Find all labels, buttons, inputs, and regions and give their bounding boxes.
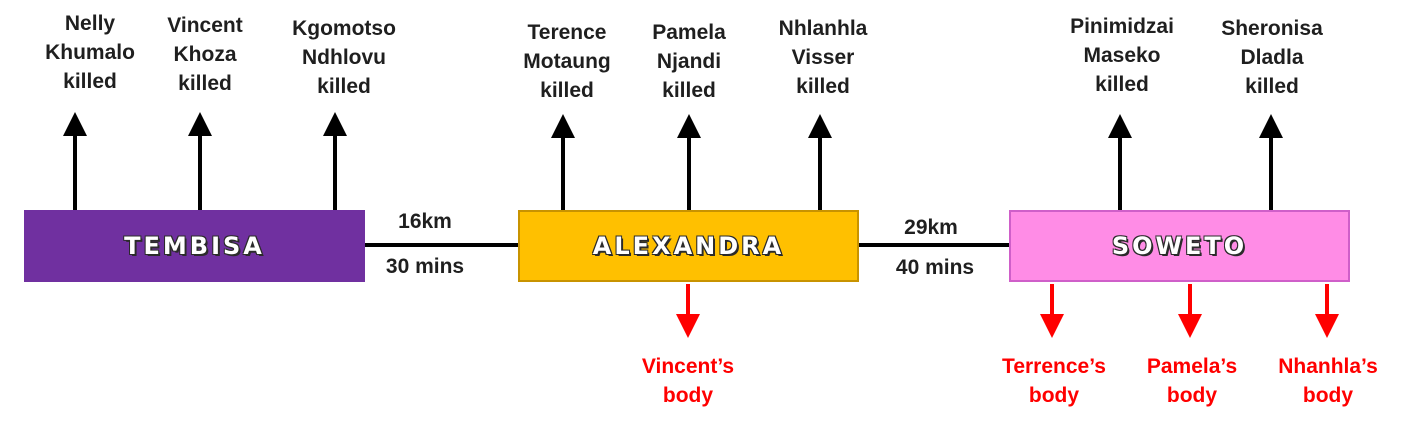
victim-first-name: Terence	[527, 21, 607, 44]
victim-label-nelly: Nelly Khumalo killed	[10, 9, 170, 96]
victim-label-kgomotso: Kgomotso Ndhlovu killed	[264, 14, 424, 101]
victim-status: killed	[662, 79, 716, 102]
leg1-distance: 16km	[398, 210, 452, 233]
body-label-nhanhla: Nhanhla’s body	[1248, 352, 1406, 410]
victim-label-nhlanhla: Nhlanhla Visser killed	[743, 14, 903, 101]
victim-last-name: Maseko	[1083, 44, 1161, 67]
location-box-tembisa: TEMBISA	[24, 210, 365, 282]
body-label-vincent: Vincent’s body	[608, 352, 768, 410]
victim-last-name: Motaung	[523, 50, 611, 73]
victim-last-name: Dladla	[1240, 46, 1304, 69]
victim-label-vincent: Vincent Khoza killed	[125, 11, 285, 98]
victim-label-pamela: Pamela Njandi killed	[609, 18, 769, 105]
victim-first-name: Pinimidzai	[1070, 15, 1174, 38]
victim-status: killed	[1095, 73, 1149, 96]
victim-label-sheronisa: Sheronisa Dladla killed	[1192, 14, 1352, 101]
victim-first-name: Nhlanhla	[778, 17, 868, 40]
victim-first-name: Sheronisa	[1221, 17, 1323, 40]
victim-status: killed	[317, 75, 371, 98]
body-word: body	[662, 384, 714, 407]
body-word: body	[1028, 384, 1080, 407]
victim-last-name: Visser	[791, 46, 855, 69]
victim-status: killed	[178, 72, 232, 95]
location-box-alexandra: ALEXANDRA	[518, 210, 859, 282]
body-label-terrence: Terrence’s body	[974, 352, 1134, 410]
victim-last-name: Khumalo	[45, 41, 135, 64]
body-owner: Terrence’s	[1002, 355, 1106, 378]
body-owner: Pamela’s	[1146, 355, 1238, 378]
victim-first-name: Kgomotso	[292, 17, 396, 40]
victim-label-terence: Terence Motaung killed	[487, 18, 647, 105]
victim-first-name: Pamela	[652, 21, 726, 44]
victim-status: killed	[63, 70, 117, 93]
victim-last-name: Ndhlovu	[302, 46, 386, 69]
location-box-soweto: SOWETO	[1009, 210, 1350, 282]
victim-status: killed	[540, 79, 594, 102]
location-label-alexandra: ALEXANDRA	[592, 232, 785, 260]
body-label-pamela: Pamela’s body	[1112, 352, 1272, 410]
victim-first-name: Vincent	[167, 14, 243, 37]
victim-last-name: Khoza	[173, 43, 237, 66]
victim-first-name: Nelly	[64, 12, 116, 35]
leg2-time: 40 mins	[895, 256, 975, 279]
victim-status: killed	[796, 75, 850, 98]
victim-label-pinimidzai: Pinimidzai Maseko killed	[1042, 12, 1202, 99]
body-word: body	[1166, 384, 1218, 407]
location-label-tembisa: TEMBISA	[124, 232, 265, 260]
body-owner: Nhanhla’s	[1278, 355, 1378, 378]
victim-status: killed	[1245, 75, 1299, 98]
location-label-soweto: SOWETO	[1111, 232, 1248, 260]
victim-last-name: Njandi	[656, 50, 722, 73]
leg2-distance: 29km	[904, 216, 958, 239]
leg1-time: 30 mins	[385, 255, 465, 278]
body-owner: Vincent’s	[641, 355, 735, 378]
body-word: body	[1302, 384, 1354, 407]
